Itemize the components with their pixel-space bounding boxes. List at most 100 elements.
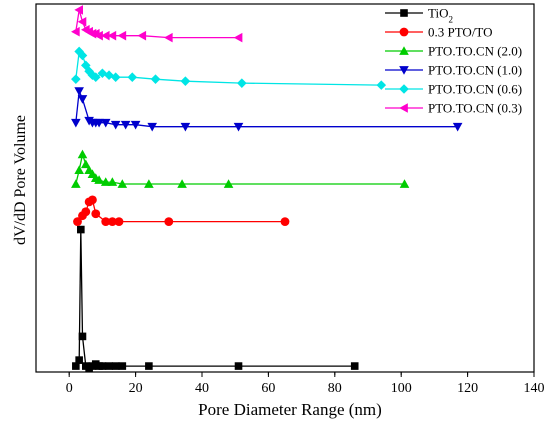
data-point [399, 103, 408, 113]
data-point [75, 356, 83, 364]
legend-item: PTO.TO.CN (0.6) [385, 82, 522, 97]
data-point [233, 122, 244, 132]
data-point [144, 179, 154, 188]
data-point [164, 32, 173, 43]
data-point [73, 217, 82, 227]
data-point [127, 72, 138, 83]
legend-label: 0.3 PTO/TO [428, 25, 493, 40]
data-point [74, 5, 83, 15]
data-point [117, 179, 128, 188]
data-point [100, 118, 111, 128]
data-point [180, 76, 191, 86]
series-line [75, 229, 355, 369]
legend-item: PTO.TO.CN (2.0) [385, 44, 522, 59]
data-point [114, 217, 124, 227]
series-triangle-up [71, 149, 410, 188]
data-point [107, 30, 117, 41]
legend-label: PTO.TO.CN (0.6) [428, 82, 522, 97]
x-axis-label: Pore Diameter Range (nm) [198, 400, 382, 419]
data-point [71, 118, 81, 128]
data-point [81, 159, 91, 169]
data-point [77, 17, 87, 27]
data-point [399, 66, 409, 75]
data-point [399, 46, 409, 55]
data-point [74, 87, 84, 96]
data-point [147, 122, 157, 132]
data-point [400, 9, 408, 17]
legend-item: 0.3 PTO/TO [385, 25, 493, 40]
data-point [94, 118, 104, 128]
data-point [72, 362, 80, 370]
x-tick-label: 0 [66, 381, 73, 396]
plot-area [71, 5, 463, 372]
data-point [223, 179, 234, 188]
legend-item: PTO.TO.CN (0.3) [385, 101, 522, 116]
data-point [118, 362, 127, 370]
data-point [150, 74, 161, 84]
data-point [145, 362, 153, 370]
data-point [130, 120, 141, 130]
data-point [376, 80, 387, 90]
legend-item: TiO2 [385, 6, 453, 25]
data-point [110, 120, 121, 130]
data-point [280, 217, 290, 227]
data-point [233, 32, 243, 43]
series-circle [73, 195, 290, 227]
x-tick-label: 20 [129, 381, 143, 396]
data-point [111, 362, 120, 370]
data-point [164, 217, 174, 227]
data-point [107, 177, 118, 186]
series-triangle-down [71, 87, 463, 132]
data-point [101, 217, 111, 227]
data-point [98, 362, 107, 370]
data-point [88, 195, 97, 205]
data-point [77, 50, 88, 61]
axes: 0 20 40 60 80 100 120 140 [35, 3, 545, 396]
data-point [71, 26, 80, 37]
data-point [399, 27, 409, 37]
data-point [110, 72, 121, 83]
series-line [75, 49, 382, 86]
x-tick-label: 60 [261, 381, 275, 396]
data-point [234, 362, 243, 370]
series-diamond [71, 46, 387, 90]
data-point [77, 225, 85, 234]
data-point [120, 120, 131, 130]
x-tick-label: 140 [524, 381, 545, 396]
data-point [71, 74, 81, 84]
legend-item: PTO.TO.CN (1.0) [385, 63, 522, 78]
data-point [180, 122, 191, 132]
legend-label: PTO.TO.CN (0.3) [428, 101, 522, 116]
series-triangle-left [71, 5, 243, 43]
data-point [71, 179, 81, 188]
x-tick-label: 100 [391, 381, 412, 396]
data-point [107, 217, 117, 227]
x-tick-label: 80 [328, 381, 342, 396]
data-point [452, 122, 463, 132]
data-point [177, 179, 187, 188]
data-point [137, 30, 147, 41]
data-point [399, 179, 410, 188]
data-point [399, 84, 409, 94]
data-point [94, 30, 103, 41]
data-point [91, 209, 101, 219]
legend-label: PTO.TO.CN (1.0) [428, 63, 522, 78]
y-axis-label: dV/dD Pore Volume [12, 114, 29, 246]
series-square [72, 225, 359, 372]
data-point [77, 149, 88, 159]
legend-label: PTO.TO.CN (2.0) [428, 44, 522, 59]
data-point [78, 332, 87, 341]
data-point [117, 30, 127, 41]
x-tick-label: 40 [195, 381, 209, 396]
data-point [94, 175, 104, 184]
legend-label: TiO2 [428, 6, 453, 25]
data-point [74, 165, 84, 175]
data-point [77, 95, 88, 104]
data-point [100, 177, 111, 186]
series-line [75, 151, 405, 185]
data-point [105, 362, 113, 370]
data-point [350, 362, 359, 370]
x-tick-label: 120 [457, 381, 478, 396]
